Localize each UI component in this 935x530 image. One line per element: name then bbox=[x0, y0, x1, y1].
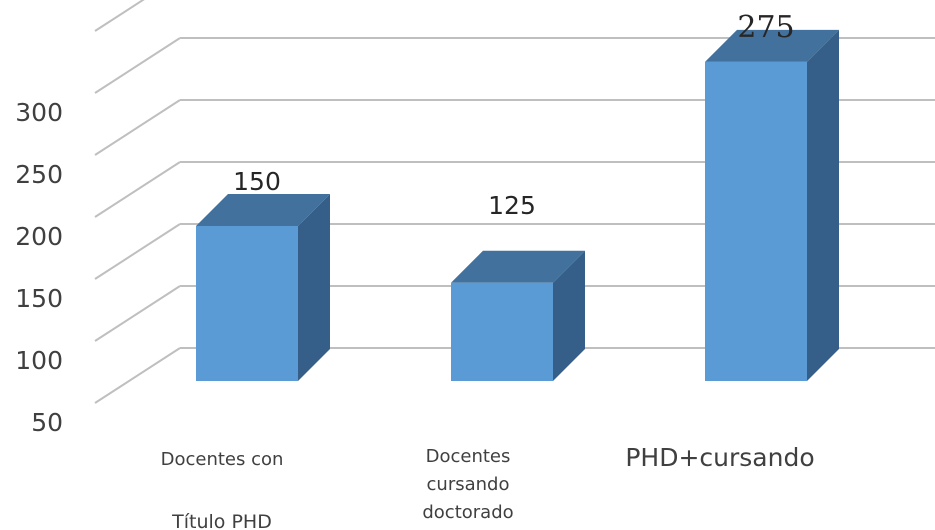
bar-front-face bbox=[451, 282, 553, 381]
bar-top-face bbox=[705, 29, 839, 62]
category-label-line: Docentes con bbox=[161, 449, 284, 470]
bar-front-face bbox=[196, 226, 298, 381]
category-label-line: cursando bbox=[427, 474, 510, 495]
data-label: 125 bbox=[488, 191, 536, 220]
gridline-diagonal-100 bbox=[94, 285, 181, 342]
bar-top-face bbox=[196, 194, 330, 226]
category-label-line: PHD+cursando bbox=[625, 443, 814, 472]
y-tick-label: 250 bbox=[15, 160, 63, 189]
category-label-line: Docentes bbox=[426, 446, 511, 467]
gridline-diagonal-300 bbox=[94, 37, 181, 94]
category-label-line: doctorado bbox=[422, 502, 513, 523]
bar-1 bbox=[196, 194, 330, 381]
y-tick-label: 150 bbox=[15, 284, 63, 313]
category-label-2: Docentes cursando doctorado bbox=[422, 446, 513, 523]
gridline-diagonal-50 bbox=[94, 347, 181, 404]
y-tick-label: 200 bbox=[15, 222, 63, 251]
gridline-diagonal-150 bbox=[94, 223, 181, 280]
category-label-line: Título PHD bbox=[171, 511, 272, 530]
y-axis-ticks: 50 100 150 200 250 300 bbox=[15, 98, 63, 437]
bar-side-face bbox=[807, 29, 839, 382]
gridline-diagonal-top bbox=[94, 0, 145, 32]
y-tick-label: 50 bbox=[31, 408, 63, 437]
bar-3 bbox=[705, 29, 839, 382]
y-tick-label: 100 bbox=[15, 346, 63, 375]
bar-front-face bbox=[705, 61, 807, 382]
bars bbox=[196, 29, 839, 382]
category-labels: Docentes con Título PHD Docentes cursando do… bbox=[161, 443, 815, 530]
bar-top-face bbox=[451, 250, 585, 283]
data-labels: 150 125 275 bbox=[233, 10, 794, 220]
category-label-3: PHD+cursando bbox=[625, 443, 814, 472]
data-label: 150 bbox=[233, 167, 281, 196]
data-label: 275 bbox=[737, 10, 794, 45]
gridline-diagonal-200 bbox=[94, 161, 181, 218]
bar-side-face bbox=[553, 250, 585, 381]
y-tick-label: 300 bbox=[15, 98, 63, 127]
bar-side-face bbox=[298, 194, 330, 381]
category-label-1: Docentes con Título PHD bbox=[161, 449, 284, 530]
gridline-diagonal-250 bbox=[94, 99, 181, 156]
bar-2 bbox=[451, 250, 585, 381]
